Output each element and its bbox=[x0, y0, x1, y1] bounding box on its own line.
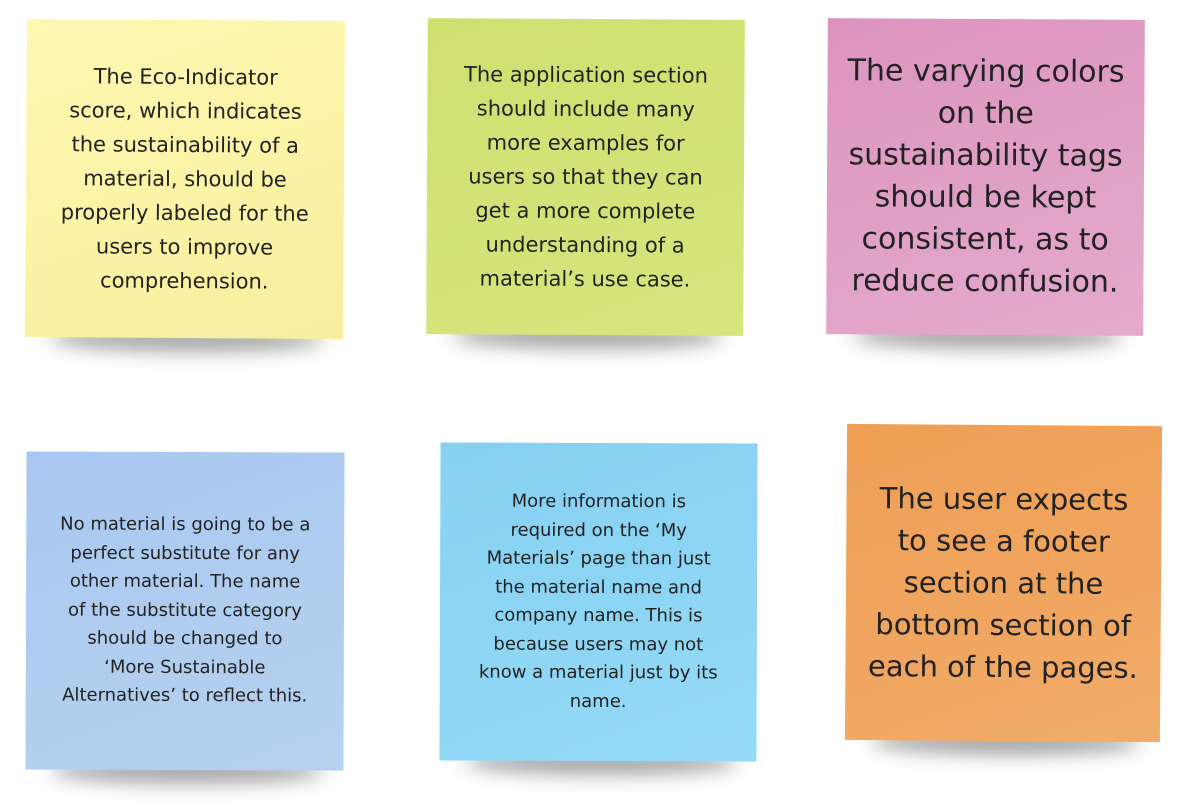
sticky-note-wrapper: No material is going to be a perfect sub… bbox=[25, 451, 345, 785]
sticky-note-text: The user expects to see a footer section… bbox=[867, 481, 1138, 685]
sticky-note-wrapper: The user expects to see a footer section… bbox=[844, 423, 1163, 756]
sticky-note-cyan[interactable]: More information is required on the ‘My … bbox=[439, 442, 758, 762]
sticky-note-green[interactable]: The application section should include m… bbox=[426, 18, 745, 336]
sticky-note-yellow[interactable]: The Eco-Indicator score, which indicates… bbox=[24, 18, 346, 340]
sticky-note-wrapper: More information is required on the ‘My … bbox=[439, 442, 758, 776]
sticky-note-text: The varying colors on the sustainability… bbox=[847, 53, 1125, 300]
sticky-note-text: No material is going to be a perfect sub… bbox=[60, 513, 311, 707]
sticky-note-text: The application section should include m… bbox=[464, 62, 709, 292]
sticky-note-text: The Eco-Indicator score, which indicates… bbox=[60, 64, 309, 294]
sticky-note-pink[interactable]: The varying colors on the sustainability… bbox=[826, 18, 1145, 336]
sticky-note-orange[interactable]: The user expects to see a footer section… bbox=[844, 423, 1163, 743]
sticky-note-wrapper: The varying colors on the sustainability… bbox=[826, 18, 1145, 350]
sticky-note-text: More information is required on the ‘My … bbox=[478, 490, 718, 712]
sticky-note-wrapper: The Eco-Indicator score, which indicates… bbox=[24, 18, 346, 353]
sticky-note-wrapper: The application section should include m… bbox=[426, 18, 745, 350]
sticky-note-light-blue[interactable]: No material is going to be a perfect sub… bbox=[25, 451, 345, 771]
